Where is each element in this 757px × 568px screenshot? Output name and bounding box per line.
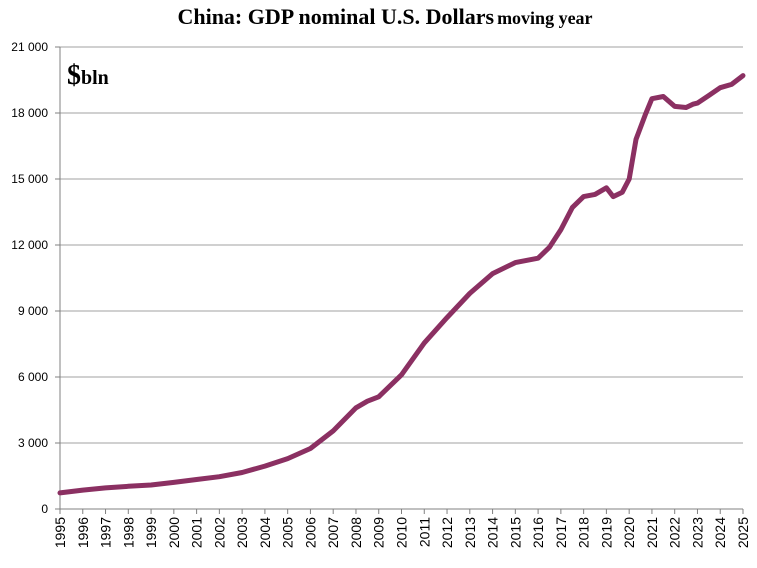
y-tick-label: 21 000 (11, 40, 48, 54)
unit: bln (81, 67, 109, 89)
x-tick-label: 2019 (598, 517, 614, 548)
x-tick-label: 1998 (120, 517, 136, 548)
x-tick-label: 2002 (211, 517, 227, 548)
x-tick-label: 2022 (667, 517, 683, 548)
x-tick-label: 1996 (75, 517, 91, 548)
y-tick-label: 3 000 (18, 436, 48, 450)
x-tick-label: 2013 (462, 517, 478, 548)
x-tick-label: 2004 (257, 517, 273, 548)
chart-subtitle: moving year (497, 8, 592, 28)
x-tick-label: 2017 (553, 517, 569, 548)
y-tick-label: 18 000 (11, 106, 48, 120)
x-tick-label: 2006 (302, 517, 318, 548)
x-tick-label: 2005 (280, 517, 296, 548)
y-tick-label: 6 000 (18, 370, 48, 384)
x-tick-label: 2003 (234, 517, 250, 548)
x-tick-label: 2016 (530, 517, 546, 548)
x-tick-label: 2024 (712, 517, 728, 548)
x-tick-label: 1995 (52, 517, 68, 548)
x-tick-label: 2001 (189, 517, 205, 548)
y-tick-label: 15 000 (11, 172, 48, 186)
x-tick-label: 2007 (325, 517, 341, 548)
chart-title-group: China: GDP nominal U.S. Dollars moving y… (177, 4, 592, 29)
y-tick-label: 12 000 (11, 238, 48, 252)
x-tick-label: 2012 (439, 517, 455, 548)
x-tick-label: 2018 (576, 517, 592, 548)
series-line (57, 73, 746, 496)
x-tick-label: 2020 (621, 517, 637, 548)
x-tick-label: 2014 (485, 517, 501, 548)
x-tick-label: 2008 (348, 517, 364, 548)
x-tick-label: 2021 (644, 517, 660, 548)
x-tick-label: 1997 (98, 517, 114, 548)
x-tick-label: 1999 (143, 517, 159, 548)
y-tick-label: 0 (41, 502, 48, 516)
x-tick-label: 2010 (394, 517, 410, 548)
x-tick-label: 2000 (166, 517, 182, 548)
chart-title: China: GDP nominal U.S. Dollars (177, 4, 494, 29)
x-tick-label: 2009 (371, 517, 387, 548)
unit-symbol: $ (67, 60, 81, 91)
x-tick-label: 2023 (689, 517, 705, 548)
x-tick-label: 2015 (507, 517, 523, 548)
x-tick-label: 2011 (416, 517, 432, 547)
x-tick-label: 2025 (735, 517, 751, 548)
unit-label: $bln (67, 60, 109, 91)
y-tick-label: 9 000 (18, 304, 48, 318)
